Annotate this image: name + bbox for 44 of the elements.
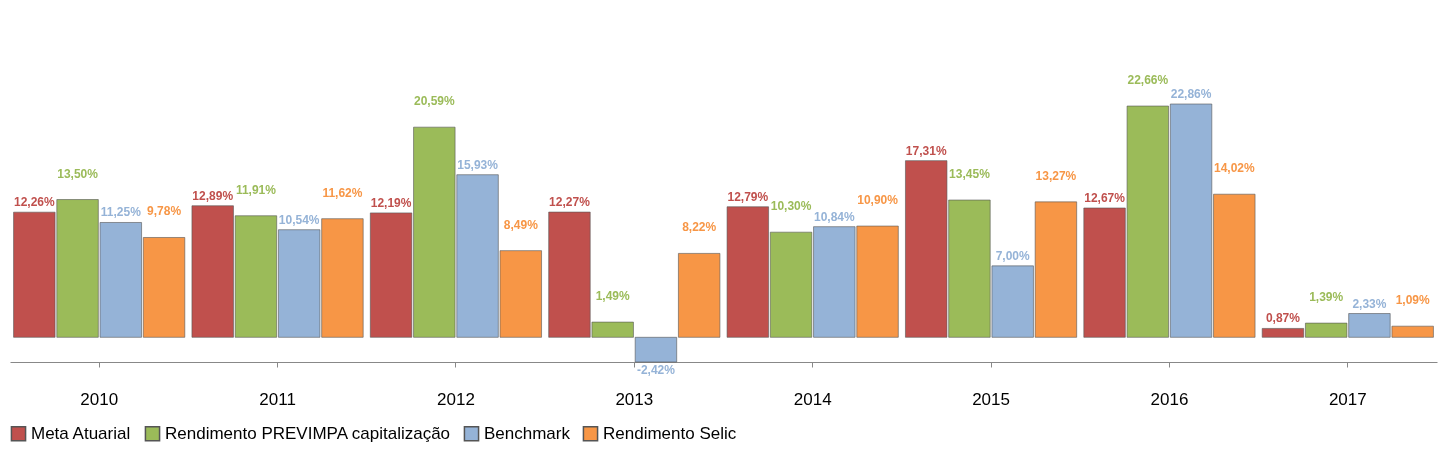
data-label: 11,25% xyxy=(100,205,142,220)
data-label: -2,42% xyxy=(636,363,676,377)
data-label: 13,27% xyxy=(1035,168,1077,183)
data-label: 22,86% xyxy=(1170,87,1212,101)
data-label: 22,66% xyxy=(1127,73,1169,88)
x-tick-label: 2016 xyxy=(1150,389,1189,409)
legend-label: Rendimento Selic xyxy=(603,423,737,443)
x-tick-label: 2010 xyxy=(80,389,119,409)
data-label: 11,91% xyxy=(235,182,277,197)
legend-label: Benchmark xyxy=(484,423,571,443)
x-tick-label: 2013 xyxy=(615,389,654,409)
data-label: 13,50% xyxy=(57,166,99,181)
data-label: 7,00% xyxy=(995,248,1031,263)
data-label: 12,19% xyxy=(370,195,412,210)
data-label: 12,67% xyxy=(1084,191,1126,205)
data-label: 15,93% xyxy=(457,157,499,172)
legend-label: Rendimento PREVIMPA capitalização xyxy=(165,423,451,443)
x-tick-label: 2015 xyxy=(972,389,1010,409)
data-label: 8,49% xyxy=(503,217,539,232)
data-label: 10,90% xyxy=(857,193,899,208)
legend-label: Meta Atuarial xyxy=(31,423,131,443)
data-label: 10,84% xyxy=(813,209,855,224)
x-tick-label: 2011 xyxy=(259,389,296,409)
data-label: 1,39% xyxy=(1309,290,1344,305)
data-label: 10,54% xyxy=(278,212,320,227)
x-tick-label: 2014 xyxy=(793,389,832,409)
data-label: 2,33% xyxy=(1352,296,1387,311)
x-tick-label: 2017 xyxy=(1328,389,1367,409)
data-label: 17,31% xyxy=(905,143,947,158)
data-label: 12,89% xyxy=(192,188,234,203)
data-label: 9,78% xyxy=(147,204,182,219)
x-tick-label: 2012 xyxy=(437,389,475,409)
data-label: 1,09% xyxy=(1395,293,1431,308)
data-label: 12,79% xyxy=(727,189,769,204)
data-label: 11,62% xyxy=(322,185,363,200)
data-label: 1,49% xyxy=(595,289,631,304)
data-label: 12,26% xyxy=(13,195,55,210)
data-label: 20,59% xyxy=(413,94,455,109)
data-label: 0,87% xyxy=(1265,311,1301,326)
data-label: 12,27% xyxy=(549,195,591,210)
data-label: 8,22% xyxy=(682,220,717,235)
data-label: 10,30% xyxy=(770,199,812,214)
data-label: 14,02% xyxy=(1213,161,1255,176)
data-label: 13,45% xyxy=(949,167,991,182)
